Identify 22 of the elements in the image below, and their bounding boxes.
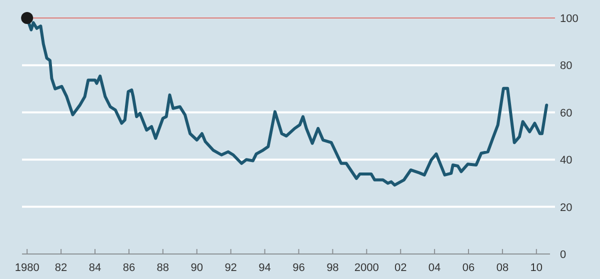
y-tick-label: 40 <box>560 154 572 167</box>
x-tick-label: 08 <box>496 262 509 274</box>
x-tick-label: 92 <box>224 262 237 274</box>
y-tick-label: 0 <box>560 249 566 261</box>
x-tick-label: 94 <box>258 262 271 274</box>
x-tick-label: 86 <box>122 262 136 274</box>
x-tick-label: 96 <box>292 262 305 274</box>
y-tick-label: 80 <box>560 60 572 72</box>
y-tick-label: 20 <box>560 202 572 214</box>
y-tick-label: 100 <box>560 13 578 25</box>
x-tick-label: 90 <box>190 262 203 274</box>
x-tick-label: 98 <box>326 262 339 274</box>
x-tick-label: 84 <box>88 262 102 274</box>
y-tick-label: 60 <box>560 107 572 120</box>
x-tick-label: 88 <box>156 262 170 274</box>
x-tick-label: 82 <box>54 262 68 274</box>
x-tick-label: 10 <box>530 262 543 274</box>
x-tick-label: 02 <box>394 262 407 274</box>
x-tick-label: 1980 <box>14 262 40 274</box>
x-tick-label: 06 <box>462 262 475 274</box>
x-tick-label: 2000 <box>354 262 379 274</box>
x-tick-label: 04 <box>428 262 441 274</box>
